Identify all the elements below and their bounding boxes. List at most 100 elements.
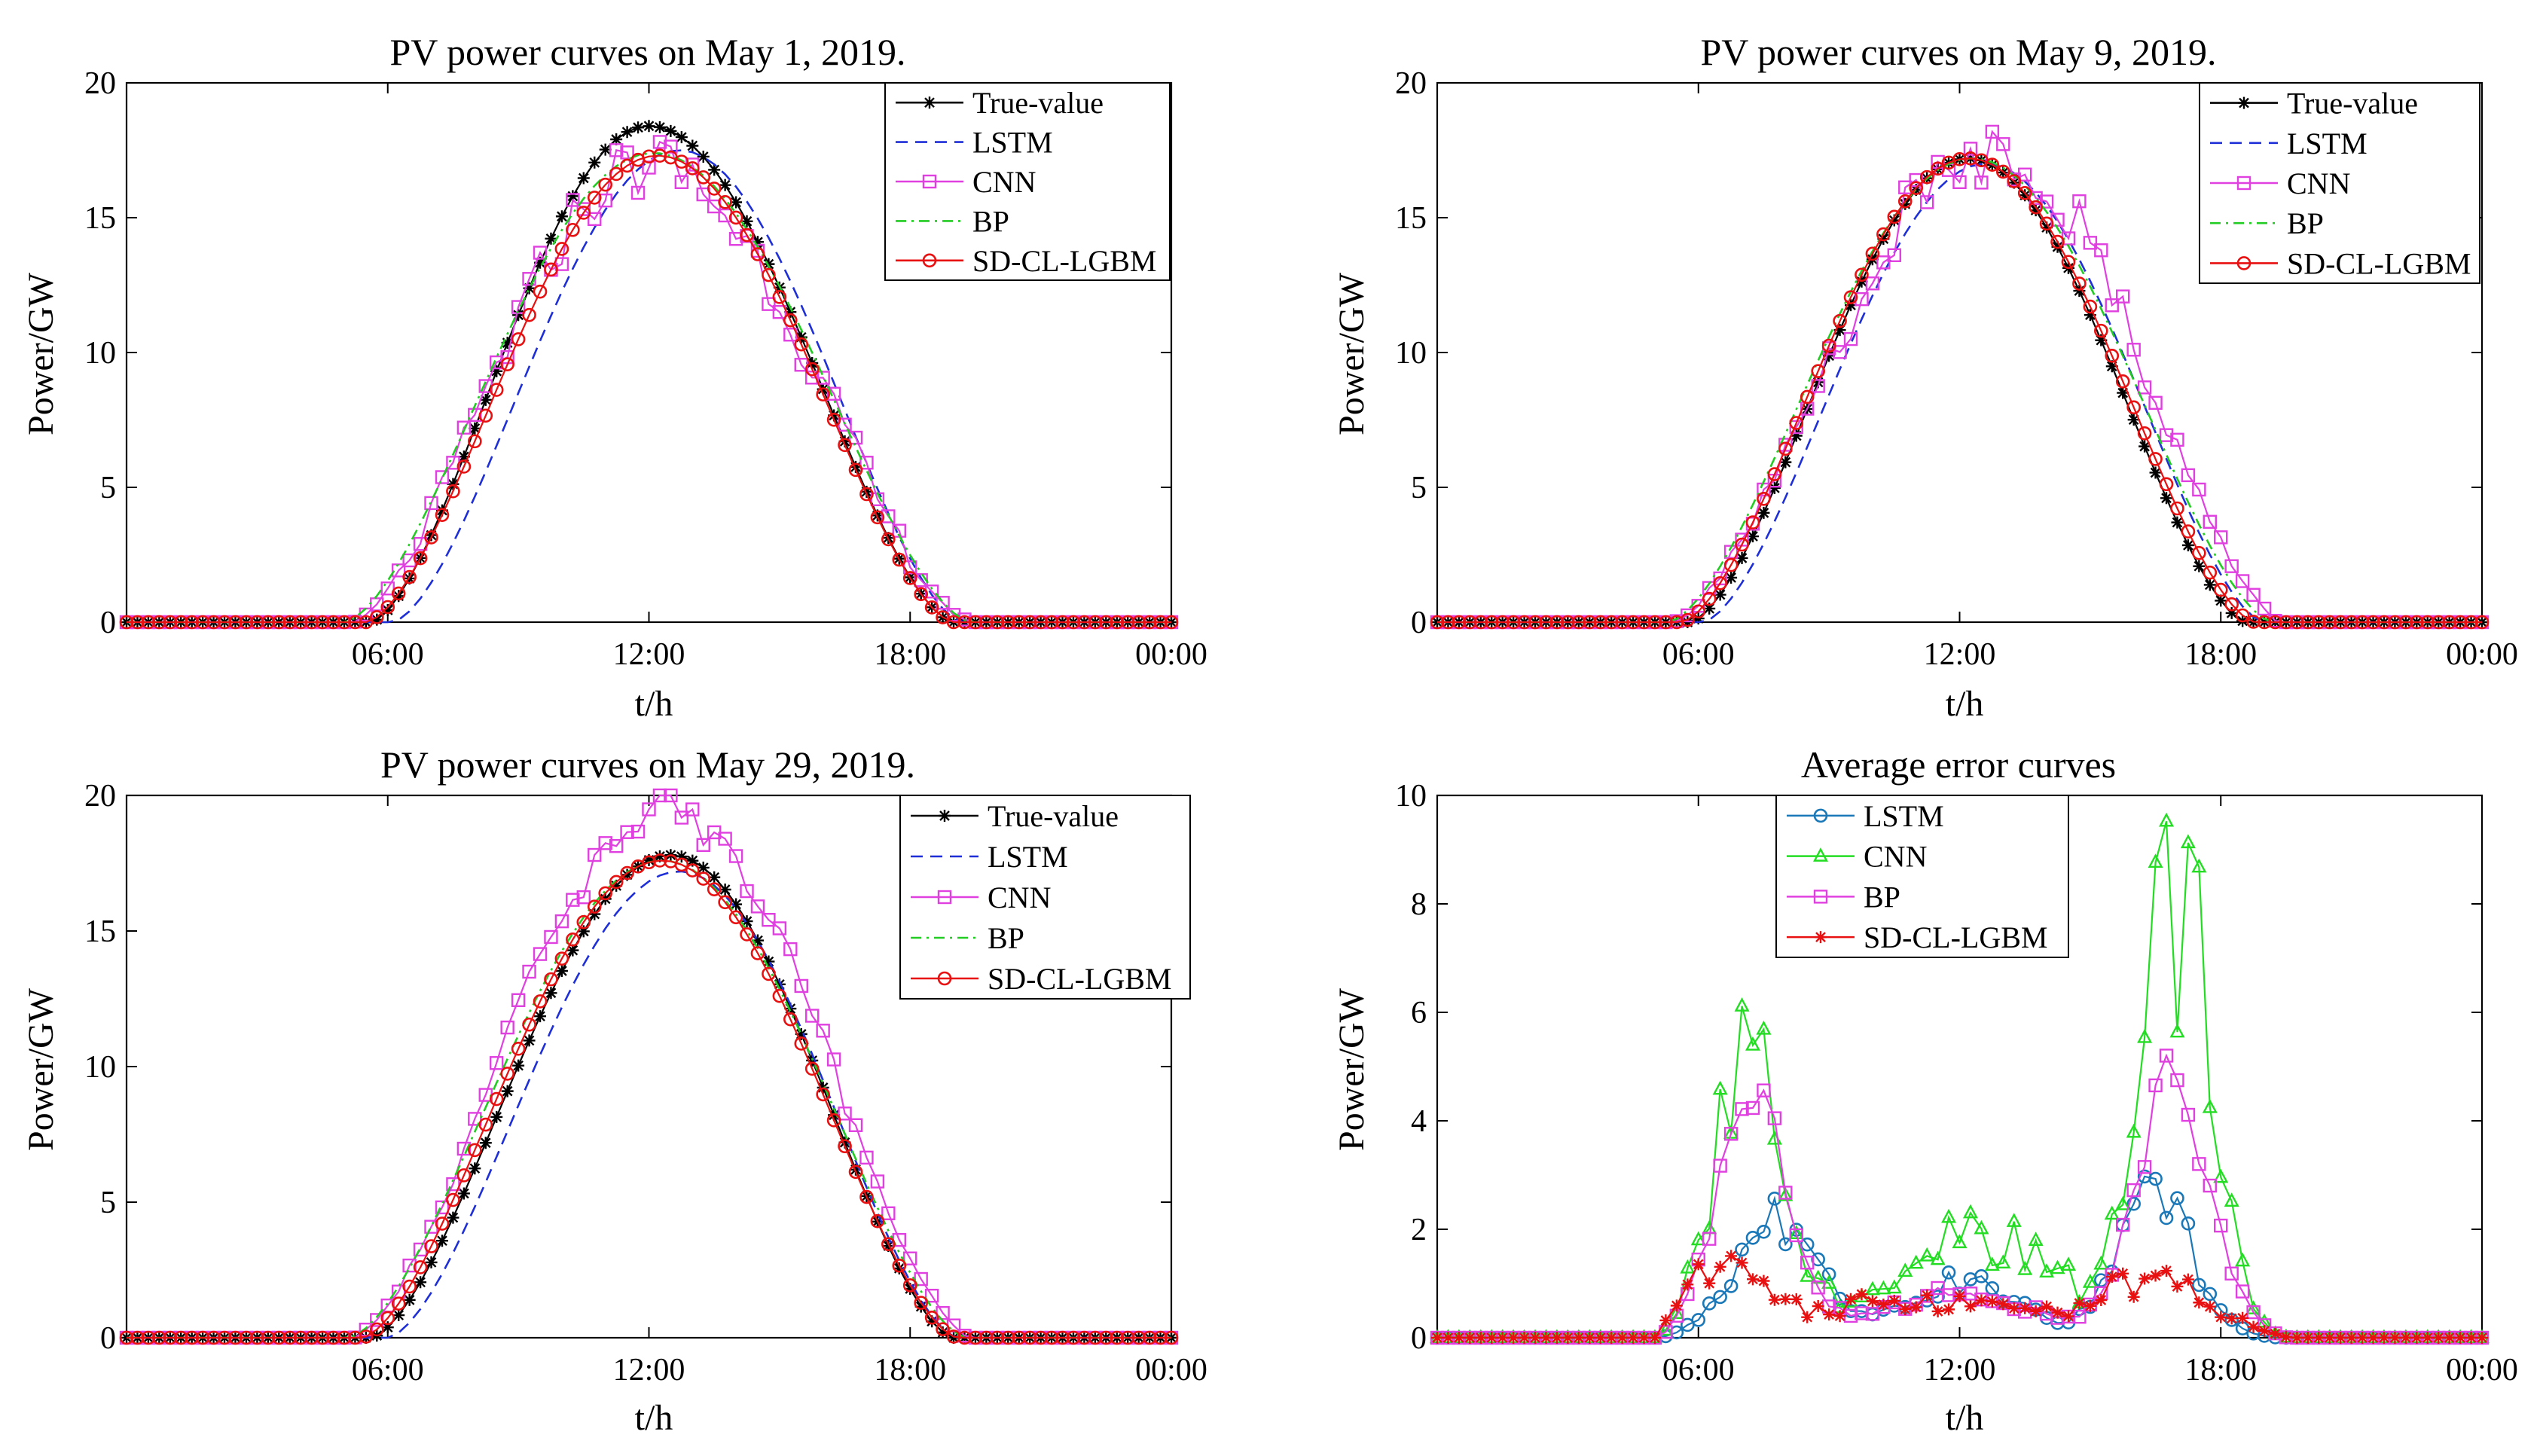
data-point-sd-cl-lgbm-marker [2300,615,2316,630]
data-point-sd-cl-lgbm-marker [2225,1312,2238,1325]
data-point-sd-cl-lgbm-marker [2323,1332,2336,1344]
data-point-sd-cl-lgbm-marker [1529,1332,1542,1344]
data-point-cnn-marker [2148,853,2163,868]
data-point-sd-cl-lgbm-marker [957,615,972,630]
data-point-sd-cl-lgbm-marker [2476,1332,2488,1344]
data-point-true-value-marker [2084,309,2096,322]
data-point-sd-cl-lgbm-marker [696,170,711,185]
data-point-sd-cl-lgbm-marker [1985,157,2000,172]
data-point-sd-cl-lgbm-marker [1474,1332,1487,1344]
data-point-sd-cl-lgbm-marker [1066,1330,1081,1345]
data-point-cnn-marker [805,1009,820,1023]
data-point-sd-cl-lgbm-marker [1931,1305,1944,1317]
legend-swatch-marker [939,810,951,822]
legend-label: LSTM [1864,799,1944,833]
x-tick-label: 00:00 [2446,637,2518,672]
data-point-sd-cl-lgbm-marker [848,1164,863,1180]
data-point-sd-cl-lgbm-marker [707,882,722,896]
data-point-cnn-marker [2094,243,2108,258]
data-point-cnn-marker [1668,1305,1684,1320]
data-point-sd-cl-lgbm-marker [1120,1330,1135,1345]
data-point-cnn-marker [2224,559,2239,573]
data-point-cnn-marker [1800,1268,1815,1282]
data-point-sd-cl-lgbm-marker [391,1296,406,1311]
data-point-sd-cl-lgbm-marker [740,927,754,942]
data-point-sd-cl-lgbm-marker [881,1237,896,1252]
data-point-true-value-marker [1779,456,1792,469]
data-point-cnn-marker [2257,601,2272,616]
data-point-true-value-marker [555,210,568,223]
data-point-true-value-marker [621,126,633,139]
data-point-cnn-marker [620,825,634,839]
data-point-true-value-marker [740,915,753,928]
x-tick-label: 06:00 [352,637,424,672]
data-point-sd-cl-lgbm-marker [1801,1311,1814,1323]
data-point-true-value-marker [1768,481,1781,494]
y-tick-label: 5 [100,471,116,505]
data-point-sd-cl-lgbm-marker [337,1330,352,1345]
data-point-true-value-marker [2139,440,2151,453]
data-point-sd-cl-lgbm-marker [1648,1332,1661,1344]
data-point-sd-cl-lgbm-marker [794,1036,809,1051]
data-point-sd-cl-lgbm-marker [2355,615,2370,630]
legend-item-sd-cl-lgbm: SD-CL-LGBM [1787,920,2047,954]
data-point-sd-cl-lgbm-marker [1888,1294,1900,1307]
data-point-sd-cl-lgbm-marker [1812,1299,1824,1312]
data-point-cnn-marker [1962,1204,1978,1219]
data-point-sd-cl-lgbm-marker [2029,200,2043,215]
y-tick-label: 20 [1395,66,1427,101]
data-point-true-value-marker [1703,602,1716,615]
data-point-true-value-marker [512,309,525,322]
data-point-cnn-marker [2105,298,2119,313]
legend: True-value LSTM CNN BP SD-CL-LGBM [899,795,1191,1000]
data-point-cnn-marker [1963,142,1978,156]
data-point-sd-cl-lgbm-marker [1496,1332,1509,1344]
data-point-cnn-marker [826,1052,841,1067]
data-point-cnn-marker [2148,395,2163,410]
legend-swatch-marker [937,890,952,905]
data-point-true-value-marker [621,868,633,881]
data-point-sd-cl-lgbm-marker [1539,615,1553,630]
legend-swatch-marker [1813,808,1828,823]
data-point-sd-cl-lgbm-marker [924,1311,939,1325]
data-point-cnn-marker [1723,1125,1739,1139]
data-point-cnn-marker [1887,248,1902,262]
data-point-cnn-marker [652,135,667,149]
data-point-true-value-marker [545,987,557,1000]
data-point-sd-cl-lgbm-marker [315,615,330,630]
data-point-cnn-marker [554,914,569,929]
data-point-sd-cl-lgbm-marker [163,1330,178,1345]
legend-item-sd-cl-lgbm: SD-CL-LGBM [911,962,1171,996]
legend: True-value LSTM CNN BP SD-CL-LGBM [884,82,1171,281]
data-point-cnn-marker [2116,289,2130,304]
data-point-sd-cl-lgbm-marker [2224,597,2239,612]
data-point-sd-cl-lgbm-marker [271,615,286,630]
legend-swatch-marker [2236,176,2251,191]
data-point-sd-cl-lgbm-marker [1055,615,1070,630]
data-point-true-value-marker [893,1262,905,1274]
series-sd-cl-lgbm [1430,151,2490,630]
data-point-cnn-marker [2170,432,2184,447]
data-point-cnn-marker [456,1141,472,1156]
data-point-sd-cl-lgbm-marker [544,262,558,277]
data-point-sd-cl-lgbm-marker [1022,1330,1037,1345]
data-point-lstm-marker [1723,1279,1739,1293]
data-point-sd-cl-lgbm-marker [1975,1294,1988,1307]
data-point-true-value-marker [2127,414,2140,426]
data-point-sd-cl-lgbm-marker [2095,1294,2108,1307]
data-point-sd-cl-lgbm-marker [315,1330,330,1345]
data-point-sd-cl-lgbm-marker [2094,323,2108,338]
data-point-sd-cl-lgbm-marker [1943,1303,1955,1316]
legend-label: LSTM [2287,127,2367,160]
data-point-true-value-marker [1888,214,1900,227]
data-point-cnn-marker [848,1118,863,1132]
data-point-true-value-marker [2215,594,2227,607]
y-tick-label: 10 [1395,336,1427,371]
data-point-true-value-marker [425,529,438,542]
data-point-true-value-marker [719,179,731,191]
data-point-cnn-marker [2235,574,2250,588]
data-point-true-value-marker [730,898,743,911]
data-point-sd-cl-lgbm-marker [2465,1332,2477,1344]
data-point-cnn-marker [2180,834,2196,849]
